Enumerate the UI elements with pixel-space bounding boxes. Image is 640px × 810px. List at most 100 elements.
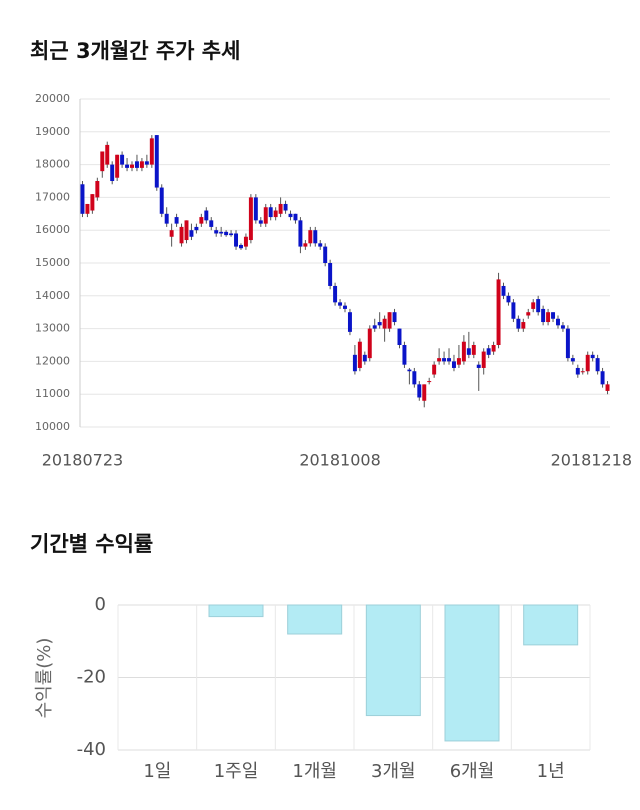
candle-body [174,217,179,224]
candle-body [461,341,466,362]
candle-body [447,358,451,362]
candle-body [239,244,243,249]
bar [287,604,343,635]
candle-body [199,217,204,224]
x-tick-label: 1년 [537,761,565,782]
candle-body [288,213,293,218]
candle-body [481,351,486,368]
candle-body [417,384,422,398]
candle-body [347,312,352,332]
candle-body [179,226,184,244]
candle-body [590,354,595,359]
candle-body [407,369,412,372]
candle-body [392,312,397,323]
candle-body [506,295,511,303]
candle-body [367,328,372,359]
candle-body [556,318,560,326]
candle-body [298,220,303,247]
candle-body [95,181,100,198]
candle-body [432,364,437,375]
candle-body [184,220,189,241]
candle-body [451,361,456,368]
y-tick-label: 10000 [35,420,70,433]
candle-body [357,341,362,368]
x-tick-label: 20181218 [551,451,632,470]
candle-body [496,279,501,345]
candle-body [125,164,130,168]
x-tick-label: 3개월 [371,761,416,782]
y-tick-label: 14000 [35,289,70,302]
candle-body [328,263,333,286]
y-tick-label: 19000 [35,125,70,138]
candle-body [412,371,417,385]
y-tick-label: 17000 [35,190,70,203]
y-tick-label: 15000 [35,256,70,269]
candle-body [397,328,402,345]
candle-body [234,233,239,247]
candle-body [139,161,144,168]
candle-body [149,138,154,165]
candle-body [263,207,268,224]
candle-body [600,371,605,385]
chart-title: 최근 3개월간 주가 추세 [30,39,240,63]
x-tick-label: 1개월 [292,761,337,782]
candle-body [209,220,214,227]
candle-body [248,197,253,241]
candle-body [362,354,367,362]
x-tick-label: 1주일 [214,761,259,782]
candle-body [377,322,382,326]
candle-body [382,318,387,329]
candle-body [595,358,600,372]
chart-title: 기간별 수익률 [30,532,153,556]
candle-body [169,230,174,237]
candle-body [565,328,570,359]
candle-body [560,325,565,329]
candle-body [585,354,590,372]
y-tick-label: 16000 [35,223,70,236]
y-tick-label: 20000 [35,92,70,105]
x-tick-label: 20181008 [299,451,380,470]
candle-body [189,230,194,237]
bar [444,604,500,742]
candle-body [511,302,516,319]
candle-body [120,154,125,165]
candle-body [551,312,556,319]
candle-body [402,345,407,365]
y-tick-label: 12000 [35,354,70,367]
candle-body [154,135,159,188]
candle-body [204,210,209,221]
candle-body [253,197,258,221]
candle-body [422,384,427,401]
candle-body [352,354,357,372]
candle-body [516,318,521,329]
candle-body [164,213,169,224]
candle-body [159,187,164,214]
candle-body [273,210,278,218]
candle-body [318,243,323,247]
candle-body [80,184,85,214]
candle-body [224,231,229,236]
candle-body [427,381,432,383]
candle-body [144,161,149,165]
candle-body [491,345,496,352]
candle-body [521,322,526,329]
candle-body [293,213,298,221]
x-tick-label: 1일 [143,761,171,782]
candle-body [85,203,90,214]
candle-body [333,285,338,303]
candle-body [115,154,120,178]
candle-body [476,364,481,368]
candle-body [90,194,95,211]
candle-body [575,367,580,375]
y-tick-label: 18000 [35,158,70,171]
candle-body [546,312,551,323]
y-tick-label: -20 [77,667,106,688]
candle-body [110,164,115,181]
candle-body [194,226,199,231]
candle-body [437,358,442,362]
candle-body [486,348,491,355]
candle-body [308,230,313,244]
candle-body [580,371,585,373]
candle-body [105,144,110,165]
candle-body [313,230,318,244]
